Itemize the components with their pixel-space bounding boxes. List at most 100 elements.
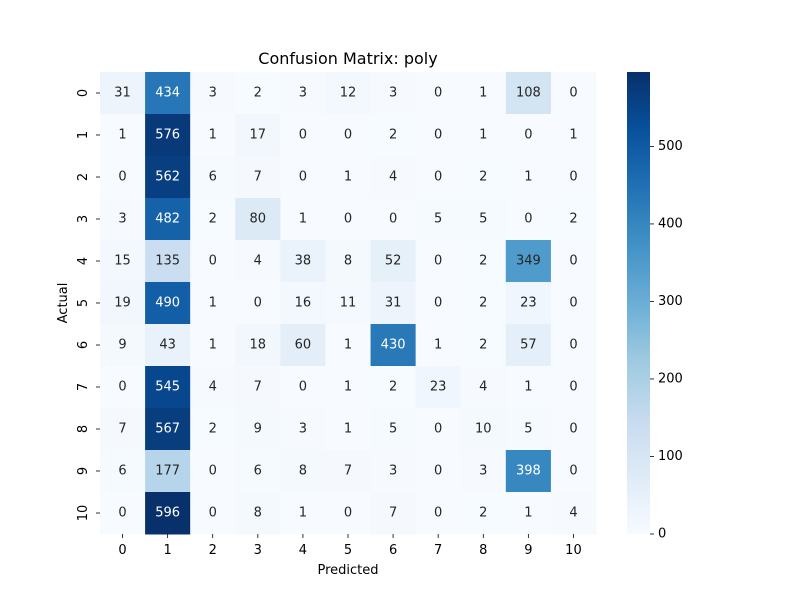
heatmap-cell-r10-c3 <box>235 492 281 535</box>
heatmap-cell-r1-c7 <box>415 114 462 157</box>
cell-value-r1-c4: 0 <box>299 128 307 143</box>
cell-value-r2-c10: 0 <box>569 170 577 185</box>
heatmap-cell-r10-c0 <box>100 492 146 535</box>
cell-value-r8-c5: 1 <box>344 422 352 437</box>
cell-value-r0-c6: 3 <box>389 86 397 101</box>
heatmap-cell-r4-c9 <box>505 240 552 283</box>
heatmap-cell-r3-c5 <box>325 198 372 241</box>
cell-value-r7-c5: 1 <box>344 380 352 395</box>
cell-value-r5-c2: 1 <box>209 296 217 311</box>
cell-value-r10-c3: 8 <box>254 506 262 521</box>
heatmap-cell-r6-c0 <box>100 324 146 367</box>
heatmap-cell-r4-c4 <box>280 240 326 283</box>
heatmap-cell-r1-c8 <box>460 114 507 157</box>
cell-value-r8-c8: 10 <box>475 422 492 437</box>
cell-value-r3-c4: 1 <box>299 212 307 227</box>
heatmap-cells: 31 434 3 2 3 12 3 0 1 108 01 576 1 17 0 0 2 0 1 0 10 562 6 7 0 1 4… <box>100 72 597 535</box>
heatmap-cell-r10-c4 <box>280 492 326 535</box>
heatmap-cell-r1-c1 <box>145 114 191 157</box>
y-tick-label-7: 7 <box>76 383 91 391</box>
cell-value-r3-c9: 0 <box>524 212 532 227</box>
cell-value-r4-c1: 135 <box>155 254 180 269</box>
cell-value-r9-c10: 0 <box>569 464 577 479</box>
heatmap-cell-r0-c6 <box>370 72 417 115</box>
y-tick-label-4: 4 <box>76 257 91 265</box>
cell-value-r9-c3: 6 <box>254 464 262 479</box>
y-tick-label-6: 6 <box>76 341 91 349</box>
heatmap-cell-r4-c0 <box>100 240 146 283</box>
cell-value-r3-c6: 0 <box>389 212 397 227</box>
cell-value-r3-c10: 2 <box>569 212 577 227</box>
heatmap-cell-r4-c5 <box>325 240 372 283</box>
cell-value-r8-c0: 7 <box>118 422 126 437</box>
cell-value-r5-c3: 0 <box>254 296 262 311</box>
heatmap-cell-r2-c10 <box>550 156 597 199</box>
cell-value-r1-c10: 1 <box>569 128 577 143</box>
heatmap-cell-r8-c4 <box>280 408 326 451</box>
cell-value-r0-c3: 2 <box>254 86 262 101</box>
heatmap-cell-r4-c2 <box>190 240 236 283</box>
cell-value-r3-c5: 0 <box>344 212 352 227</box>
heatmap-cell-r5-c7 <box>415 282 462 325</box>
heatmap-cell-r2-c5 <box>325 156 372 199</box>
colorbar-tick-label-100: 100 <box>658 449 683 464</box>
heatmap-cell-r1-c6 <box>370 114 417 157</box>
cell-value-r10-c2: 0 <box>209 506 217 521</box>
heatmap-cell-r8-c10 <box>550 408 597 451</box>
heatmap-cell-r10-c7 <box>415 492 462 535</box>
heatmap-cell-r2-c6 <box>370 156 417 199</box>
cell-value-r7-c4: 0 <box>299 380 307 395</box>
colorbar-tick-label-400: 400 <box>658 216 683 231</box>
x-tick-label-8: 8 <box>479 543 487 558</box>
heatmap-cell-r0-c5 <box>325 72 372 115</box>
heatmap-cell-r4-c7 <box>415 240 462 283</box>
cell-value-r2-c0: 0 <box>118 170 126 185</box>
heatmap-cell-r4-c8 <box>460 240 507 283</box>
heatmap-cell-r9-c8 <box>460 450 507 493</box>
colorbar-tick-label-300: 300 <box>658 294 683 309</box>
cell-value-r1-c9: 0 <box>524 128 532 143</box>
cell-value-r4-c8: 2 <box>479 254 487 269</box>
x-tick-label-4: 4 <box>299 543 307 558</box>
heatmap-cell-r5-c5 <box>325 282 372 325</box>
cell-value-r9-c2: 0 <box>209 464 217 479</box>
cell-value-r6-c10: 0 <box>569 338 577 353</box>
cell-value-r6-c0: 9 <box>118 338 126 353</box>
heatmap-cell-r2-c0 <box>100 156 146 199</box>
heatmap-cell-r0-c3 <box>235 72 281 115</box>
cell-value-r5-c4: 16 <box>295 296 312 311</box>
cell-value-r9-c4: 8 <box>299 464 307 479</box>
cell-value-r9-c7: 0 <box>434 464 442 479</box>
heatmap-cell-r0-c2 <box>190 72 236 115</box>
cell-value-r10-c6: 7 <box>389 506 397 521</box>
cell-value-r1-c5: 0 <box>344 128 352 143</box>
cell-value-r10-c4: 1 <box>299 506 307 521</box>
x-tick-label-9: 9 <box>524 543 532 558</box>
cell-value-r8-c6: 5 <box>389 422 397 437</box>
cell-value-r5-c10: 0 <box>569 296 577 311</box>
heatmap-cell-r0-c1 <box>145 72 191 115</box>
cell-value-r2-c2: 6 <box>209 170 217 185</box>
heatmap-cell-r0-c0 <box>100 72 146 115</box>
cell-value-r7-c1: 545 <box>155 380 180 395</box>
heatmap-cell-r9-c2 <box>190 450 236 493</box>
cell-value-r8-c9: 5 <box>524 422 532 437</box>
cell-value-r6-c3: 18 <box>250 338 267 353</box>
cell-value-r0-c10: 0 <box>569 86 577 101</box>
cell-value-r6-c5: 1 <box>344 338 352 353</box>
heatmap-cell-r9-c5 <box>325 450 372 493</box>
cell-value-r1-c1: 576 <box>155 128 180 143</box>
heatmap-cell-r6-c10 <box>550 324 597 367</box>
heatmap-cell-r1-c4 <box>280 114 326 157</box>
x-tick-label-0: 0 <box>118 543 126 558</box>
cell-value-r1-c0: 1 <box>118 128 126 143</box>
colorbar-ticks: 0 100 200 300 400 500 <box>650 139 683 542</box>
heatmap-cell-r6-c5 <box>325 324 372 367</box>
heatmap-cell-r5-c1 <box>145 282 191 325</box>
x-tick-label-10: 10 <box>565 543 582 558</box>
x-tick-label-1: 1 <box>163 543 171 558</box>
heatmap-cell-r7-c3 <box>235 366 281 409</box>
cell-value-r8-c4: 3 <box>299 422 307 437</box>
cell-value-r9-c0: 6 <box>118 464 126 479</box>
heatmap-cell-r6-c2 <box>190 324 236 367</box>
